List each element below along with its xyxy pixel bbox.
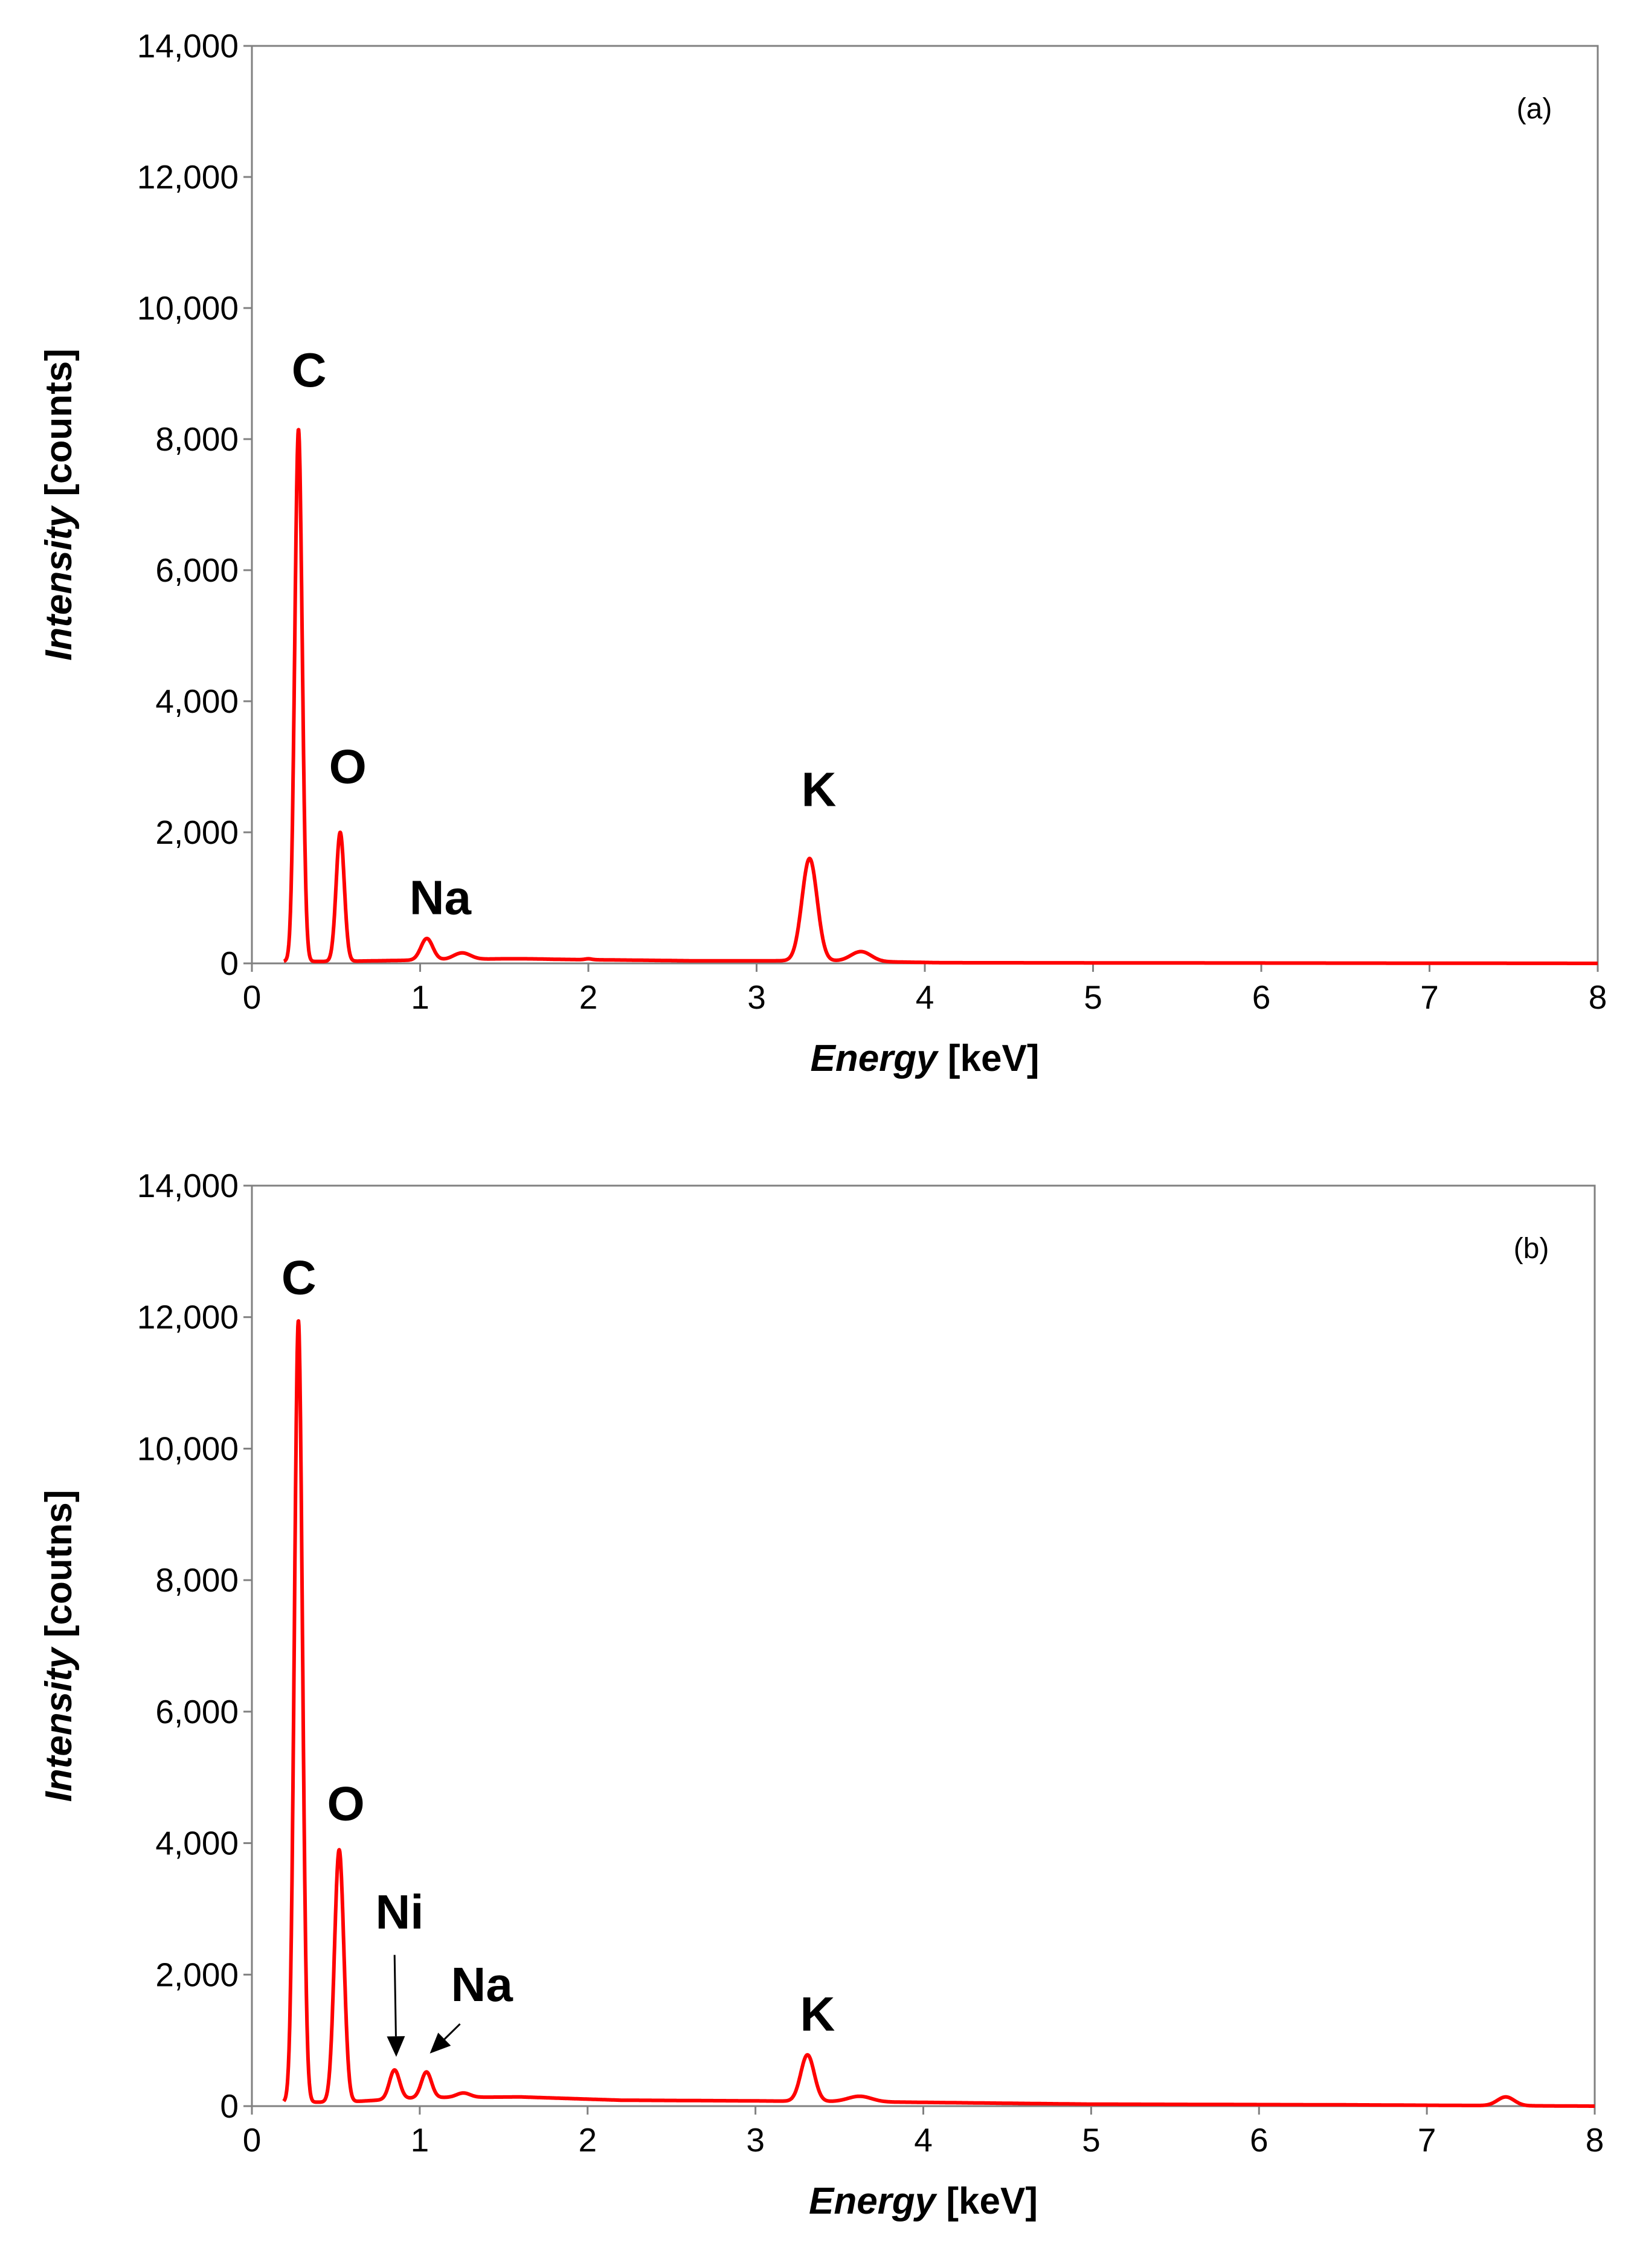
x-tick-label: 5 [1082,2121,1101,2159]
x-axis-title-unit: [keV] [936,2180,1038,2222]
x-tick-label: 0 [243,978,262,1016]
x-tick-label: 4 [916,978,934,1016]
peak-label: O [327,1776,364,1830]
peak-label: C [292,343,327,397]
y-tick-label: 0 [220,945,239,982]
y-axis-title: Intensity [counts] [38,349,80,661]
y-tick-label: 2,000 [155,1956,239,1993]
y-axis-title-unit: [counts] [38,349,80,507]
y-axis-title-quantity: Intensity [38,1646,80,1802]
x-tick-label: 3 [747,978,766,1016]
x-axis-title: Energy [keV] [810,1038,1039,1079]
y-tick-label: 4,000 [155,1825,239,1862]
panel-tag: (a) [1517,93,1552,125]
x-tick-label: 6 [1250,2121,1269,2159]
y-tick-label: 2,000 [155,814,239,851]
panel-b: 0 2,000 4,000 6,000 8,000 10,000 12,000 14,000 0… [38,1167,1604,2222]
y-axis-title-unit: [coutns] [38,1490,80,1648]
peak-label: C [281,1251,317,1305]
annotation-arrowhead [429,2032,451,2054]
x-tick-label: 8 [1589,978,1607,1016]
y-tick-label: 12,000 [137,158,239,196]
y-tick-label: 4,000 [155,683,239,720]
y-tick-label: 8,000 [155,1561,239,1599]
x-tick-label: 1 [411,978,429,1016]
plot-area-frame [251,45,1599,965]
annotation-arrowhead [387,2036,405,2057]
x-tick-label: 2 [579,978,598,1016]
spectrum-line [282,428,1600,965]
y-tick-label: 10,000 [137,1430,239,1467]
y-tick-label: 14,000 [137,1167,239,1204]
x-tick-label: 2 [578,2121,597,2159]
panel-a: 0 2,000 4,000 6,000 8,000 10,000 12,000 14,000 0… [38,27,1607,1079]
spectrum-line [282,1319,1597,2108]
x-tick-label: 7 [1420,978,1439,1016]
x-tick-label: 5 [1084,978,1102,1016]
peak-label: O [329,740,367,794]
y-axis-title-quantity: Intensity [38,504,80,660]
peak-label: K [802,763,837,817]
y-tick-label: 12,000 [137,1299,239,1336]
x-tick-label: 6 [1252,978,1271,1016]
y-tick-label: 0 [220,2087,239,2125]
x-tick-label: 3 [746,2121,765,2159]
x-axis-title-unit: [keV] [937,1038,1040,1079]
x-axis-title-quantity: Energy [809,2180,938,2222]
x-tick-label: 4 [914,2121,933,2159]
y-tick-label: 10,000 [137,289,239,327]
x-tick-label: 0 [243,2121,262,2159]
y-tick-label: 14,000 [137,27,239,65]
x-tick-label: 1 [411,2121,429,2159]
peak-label: Na [451,1958,513,2011]
x-tick-label: 8 [1586,2121,1604,2159]
x-axis-title-quantity: Energy [810,1038,939,1079]
peak-label: Na [410,871,472,925]
annotation-arrow [393,1955,397,2037]
x-axis-title: Energy [keV] [809,2180,1038,2222]
peak-label: Ni [376,1885,424,1939]
annotation-arrow [443,2023,461,2040]
y-axis-title: Intensity [coutns] [38,1490,80,1802]
y-tick-label: 8,000 [155,420,239,458]
peak-label: K [800,1987,835,2041]
y-tick-label: 6,000 [155,551,239,589]
x-tick-label: 7 [1418,2121,1436,2159]
panel-tag: (b) [1514,1233,1549,1265]
y-tick-label: 6,000 [155,1693,239,1730]
